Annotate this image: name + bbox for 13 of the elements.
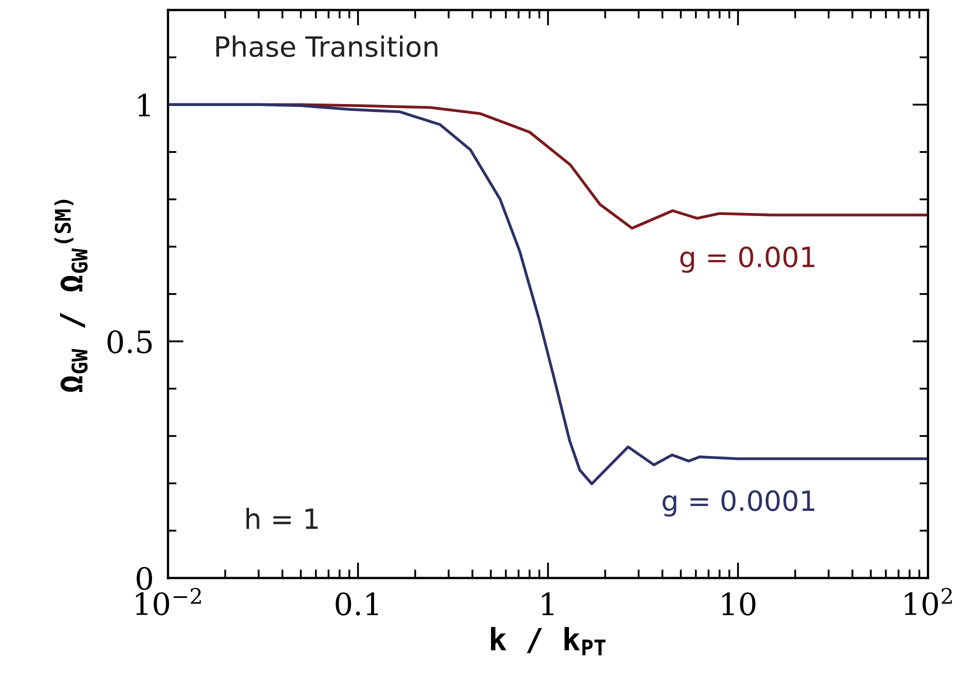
y-tick-label: 0 bbox=[136, 566, 152, 590]
y-tick-label: 0.5 bbox=[108, 330, 152, 354]
x-axis-title: k / k$_{PT}$ bbox=[491, 627, 606, 656]
x-tick-label: 10 bbox=[722, 592, 756, 616]
y-axis-title: Ω$_{GW}$ / Ω$_{GW}$$^{(SM)}$ bbox=[54, 200, 88, 392]
annotation: h = 1 bbox=[246, 508, 318, 529]
annotation: Phase Transition bbox=[216, 36, 438, 58]
series-label: g = 0.0001 bbox=[662, 490, 814, 517]
x-tick-label: 0.1 bbox=[336, 592, 378, 616]
x-tick-label: 1 bbox=[542, 592, 554, 616]
y-tick-label: 1 bbox=[138, 94, 150, 116]
x-tick-label: 10$^{2}$ bbox=[904, 588, 952, 616]
series-label: g = 0.001 bbox=[680, 246, 814, 273]
